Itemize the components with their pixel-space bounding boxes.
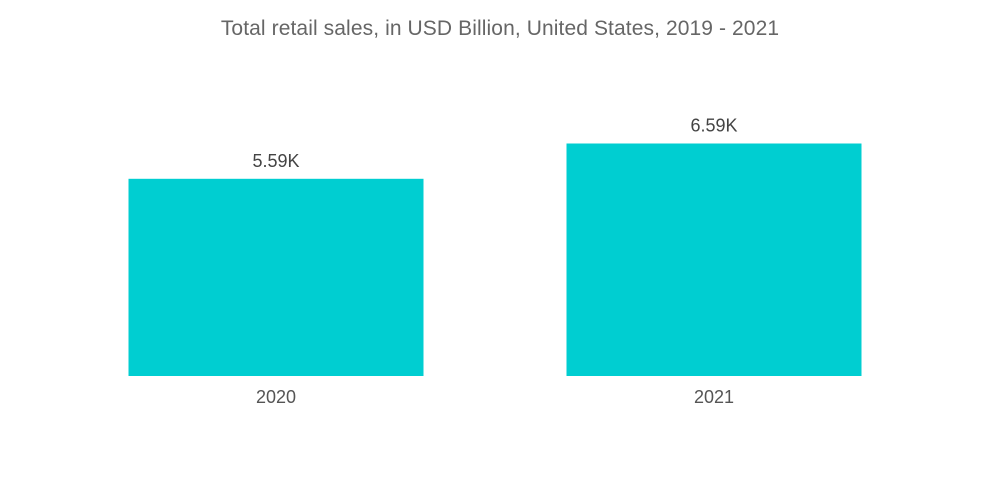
bar-2020 — [128, 178, 424, 376]
x-tick-label-2020: 2020 — [256, 387, 296, 407]
labels-layer: 5.59K 2020 6.59K 2021 — [252, 116, 737, 408]
bar-2021 — [566, 143, 862, 376]
bars-layer — [128, 143, 862, 376]
x-tick-label-2021: 2021 — [694, 387, 734, 407]
data-label-2020: 5.59K — [252, 151, 299, 171]
data-label-2021: 6.59K — [690, 116, 737, 136]
chart-title: Total retail sales, in USD Billion, Unit… — [220, 17, 780, 40]
